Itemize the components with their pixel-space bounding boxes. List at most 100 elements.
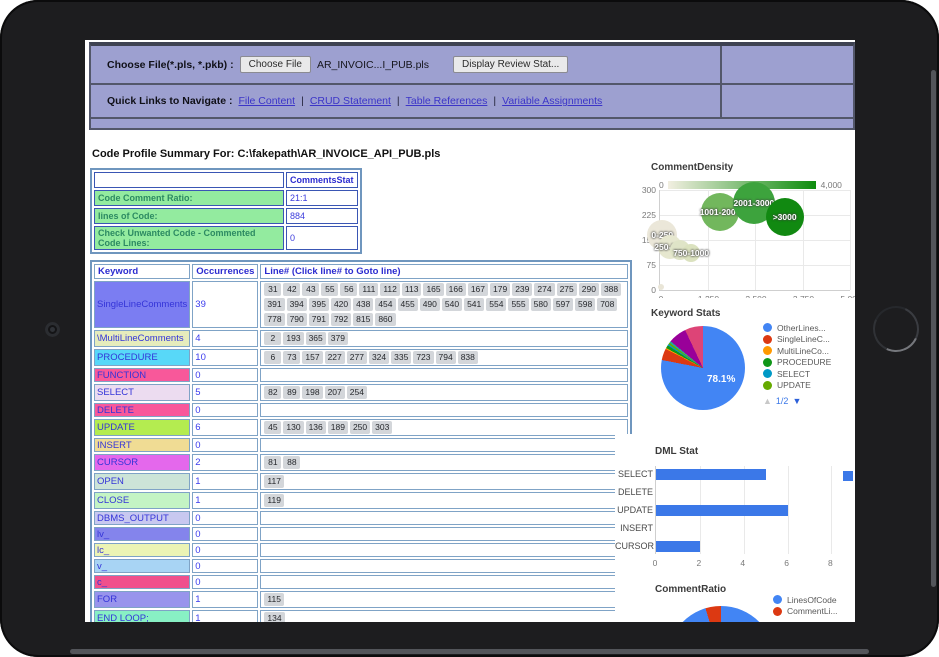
lines-cell — [260, 559, 628, 573]
line-number-chip[interactable]: 250 — [349, 421, 371, 434]
line-number-chip[interactable]: 136 — [305, 421, 326, 434]
bar-segment — [656, 541, 700, 552]
legend-swatch — [843, 470, 853, 481]
line-number-chip[interactable]: 708 — [597, 298, 618, 311]
line-number-chip[interactable]: 455 — [397, 298, 418, 311]
link-separator: | — [301, 95, 304, 107]
keyword-stats-chart: Keyword Stats 78.1% OtherLines... SingleL… — [635, 298, 855, 428]
keyword-cell: DELETE — [94, 403, 191, 417]
display-review-stat-button[interactable]: Display Review Stat... — [453, 56, 569, 73]
line-number-chip[interactable]: 111 — [359, 283, 379, 296]
line-number-chip[interactable]: 6 — [264, 351, 282, 364]
quick-link[interactable]: CRUD Statement — [309, 95, 391, 107]
col-occurrences: Occurrences — [192, 264, 259, 279]
line-number-chip[interactable]: 31 — [264, 283, 282, 296]
pie-slice-label: 78.1% — [707, 374, 736, 385]
line-number-chip[interactable]: 157 — [302, 351, 323, 364]
line-number-chip[interactable]: 275 — [556, 283, 577, 296]
line-number-chip[interactable]: 723 — [413, 351, 434, 364]
legend-page-prev-icon[interactable]: ▲ — [763, 396, 772, 406]
line-number-chip[interactable]: 792 — [330, 313, 352, 326]
line-number-chip[interactable]: 815 — [353, 313, 374, 326]
line-number-chip[interactable]: 391 — [264, 298, 285, 311]
line-number-chip[interactable]: 420 — [330, 298, 352, 311]
line-number-chip[interactable]: 117 — [264, 475, 284, 488]
line-number-chip[interactable]: 134 — [264, 612, 285, 622]
line-number-chip[interactable]: 324 — [368, 351, 390, 364]
line-number-chip[interactable]: 335 — [391, 351, 412, 364]
line-number-chip[interactable]: 165 — [423, 283, 444, 296]
occurrences-cell: 2 — [192, 454, 259, 471]
line-number-chip[interactable]: 82 — [264, 386, 282, 399]
line-number-chip[interactable]: 394 — [286, 298, 307, 311]
line-number-chip[interactable]: 45 — [264, 421, 282, 434]
legend-item: CommentLi... — [773, 606, 838, 618]
lines-cell: 115 — [260, 591, 628, 608]
legend-item: SELECT — [763, 368, 831, 380]
line-number-chip[interactable]: 254 — [346, 386, 367, 399]
line-number-chip[interactable]: 379 — [327, 332, 348, 345]
line-number-chip[interactable]: 541 — [464, 298, 485, 311]
occurrences-cell: 5 — [192, 384, 259, 401]
line-number-chip[interactable]: 554 — [486, 298, 507, 311]
line-number-chip[interactable]: 2 — [264, 332, 282, 345]
lines-cell: 119 — [260, 492, 628, 509]
line-number-chip[interactable]: 115 — [264, 593, 284, 606]
line-number-chip[interactable]: 227 — [324, 351, 345, 364]
legend-label: LinesOfCode — [787, 594, 837, 605]
line-number-chip[interactable]: 838 — [457, 351, 478, 364]
line-number-chip[interactable]: 290 — [578, 283, 599, 296]
line-number-chip[interactable]: 454 — [375, 298, 396, 311]
line-number-chip[interactable]: 166 — [445, 283, 466, 296]
line-number-chip[interactable]: 193 — [283, 332, 304, 345]
line-number-chip[interactable]: 274 — [534, 283, 555, 296]
line-number-chip[interactable]: 395 — [308, 298, 329, 311]
line-number-chip[interactable]: 790 — [286, 313, 307, 326]
line-number-chip[interactable]: 88 — [283, 456, 301, 469]
line-number-chip[interactable]: 438 — [353, 298, 374, 311]
line-number-chip[interactable]: 89 — [283, 386, 301, 399]
line-number-chip[interactable]: 73 — [283, 351, 301, 364]
line-number-chip[interactable]: 198 — [302, 386, 323, 399]
line-number-chip[interactable]: 113 — [401, 283, 422, 296]
keyword-stats-legend: OtherLines... SingleLineC... MultiLineCo..… — [763, 322, 831, 391]
line-number-chip[interactable]: 42 — [283, 283, 301, 296]
choose-file-button[interactable]: Choose File — [239, 56, 311, 73]
quick-link[interactable]: File Content — [238, 95, 296, 107]
legend-page-next-icon[interactable]: ▼ — [792, 396, 802, 406]
line-number-chip[interactable]: 189 — [327, 421, 348, 434]
line-number-chip[interactable]: 490 — [419, 298, 440, 311]
line-number-chip[interactable]: 112 — [380, 283, 400, 296]
line-number-chip[interactable]: 778 — [264, 313, 285, 326]
line-number-chip[interactable]: 207 — [324, 386, 345, 399]
quick-link[interactable]: Variable Assignments — [502, 95, 603, 107]
home-button[interactable] — [866, 299, 926, 359]
line-number-chip[interactable]: 55 — [321, 283, 339, 296]
line-number-chip[interactable]: 860 — [375, 313, 396, 326]
line-number-chip[interactable]: 791 — [308, 313, 329, 326]
line-number-chip[interactable]: 130 — [283, 421, 304, 434]
line-number-chip[interactable]: 303 — [372, 421, 393, 434]
line-number-chip[interactable]: 56 — [340, 283, 358, 296]
line-number-chip[interactable]: 598 — [575, 298, 596, 311]
tablet-edge-highlight-bottom — [70, 649, 869, 654]
line-number-chip[interactable]: 119 — [264, 494, 284, 507]
line-number-chip[interactable]: 794 — [435, 351, 456, 364]
quick-link[interactable]: Table References — [405, 95, 488, 107]
line-number-chip[interactable]: 580 — [530, 298, 551, 311]
line-number-chip[interactable]: 388 — [600, 283, 622, 296]
line-number-chip[interactable]: 239 — [512, 283, 533, 296]
line-number-chip[interactable]: 167 — [467, 283, 488, 296]
occurrences-cell: 4 — [192, 330, 259, 347]
line-number-chip[interactable]: 277 — [346, 351, 367, 364]
line-number-chip[interactable]: 43 — [302, 283, 320, 296]
line-number-chip[interactable]: 540 — [441, 298, 463, 311]
tablet-edge-highlight-right — [931, 70, 936, 587]
legend-swatch — [763, 346, 772, 356]
line-number-chip[interactable]: 597 — [552, 298, 574, 311]
line-number-chip[interactable]: 179 — [490, 283, 511, 296]
line-number-chip[interactable]: 365 — [305, 332, 326, 345]
line-number-chip[interactable]: 81 — [264, 456, 282, 469]
line-number-chip[interactable]: 555 — [508, 298, 529, 311]
